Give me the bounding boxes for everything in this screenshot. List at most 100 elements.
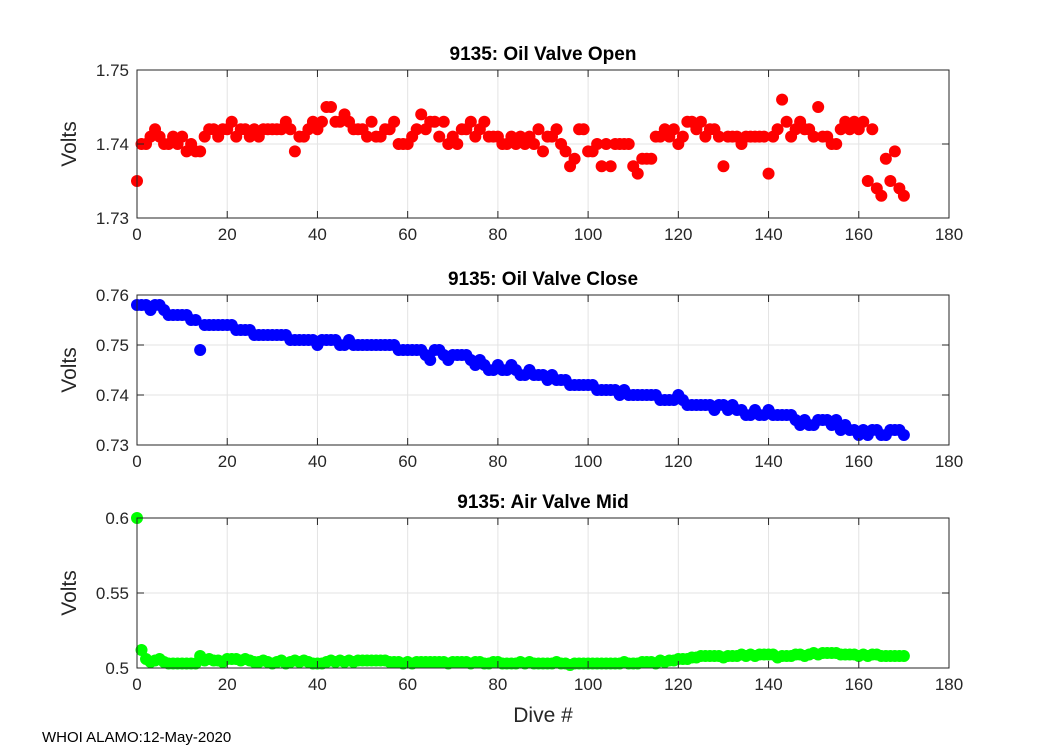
data-point (604, 160, 617, 173)
data-point (135, 644, 148, 656)
data-point (225, 115, 238, 128)
x-tick-label: 120 (664, 675, 692, 694)
x-tick-label: 0 (132, 452, 141, 471)
data-point (884, 175, 897, 187)
y-axis-label: Volts (58, 347, 81, 393)
data-point (361, 130, 374, 143)
data-point (875, 189, 888, 202)
data-series (131, 299, 910, 441)
data-point (667, 123, 680, 136)
data-point (410, 123, 423, 136)
data-point (897, 650, 910, 662)
x-tick-label: 60 (398, 225, 417, 244)
data-point (464, 115, 477, 128)
x-tick-label: 160 (845, 452, 873, 471)
y-axis-label: Volts (58, 121, 81, 167)
data-point (879, 152, 892, 165)
data-point (830, 138, 843, 150)
x-tick-label: 0 (132, 675, 141, 694)
data-point (861, 175, 874, 187)
data-point (194, 344, 207, 356)
data-point (888, 145, 901, 158)
data-point (176, 130, 189, 143)
x-tick-label: 40 (308, 452, 327, 471)
data-point (428, 115, 441, 128)
data-series (131, 512, 910, 671)
y-tick-label: 0.55 (96, 584, 129, 603)
data-point (288, 145, 301, 158)
data-point (315, 115, 328, 128)
x-tick-label: 40 (308, 225, 327, 244)
y-tick-label: 1.73 (96, 209, 129, 228)
axes-frame (136, 294, 950, 446)
data-point (676, 130, 689, 143)
data-point (595, 160, 608, 173)
data-point (532, 123, 545, 136)
x-tick-label: 180 (935, 452, 963, 471)
data-point (762, 167, 775, 180)
x-tick-label: 40 (308, 675, 327, 694)
data-point (478, 115, 491, 128)
x-tick-label: 60 (398, 452, 417, 471)
x-axis-label: Dive # (513, 704, 573, 727)
subplot-1: 0 20 40 60 80 100 120 140 160 180 1.73 1.74 1.75 9135… (58, 44, 963, 244)
data-point (568, 152, 581, 165)
data-point (717, 160, 730, 173)
data-point (645, 152, 658, 165)
data-series (131, 93, 910, 202)
data-point (194, 145, 207, 158)
subplot-3: 0 20 40 60 80 100 120 140 160 180 0.5 0.55 0.6 9135: … (58, 492, 963, 727)
y-tick-label: 0.75 (96, 336, 129, 355)
data-point (758, 130, 771, 143)
y-tick-label: 0.73 (96, 436, 129, 455)
y-axis-label: Volts (58, 570, 81, 616)
data-point (857, 115, 870, 128)
x-tick-label: 120 (664, 225, 692, 244)
data-point (415, 108, 428, 121)
footer-credit: WHOI ALAMO:12-May-2020 (42, 729, 231, 746)
data-point (600, 138, 613, 150)
data-point (424, 354, 437, 366)
data-point (780, 115, 793, 128)
x-tick-label: 180 (935, 675, 963, 694)
data-point (622, 138, 635, 150)
data-point (437, 115, 450, 128)
data-point (771, 123, 784, 136)
data-point (897, 189, 910, 202)
data-point (807, 130, 820, 143)
x-tick-label: 160 (845, 675, 873, 694)
x-tick-label: 100 (574, 452, 602, 471)
y-tick-label: 0.74 (96, 386, 129, 405)
subplot-2: 0 20 40 60 80 100 120 140 160 180 0.73 0.74 0.75 0.76… (58, 269, 963, 471)
data-point (324, 101, 337, 113)
data-point (284, 123, 297, 136)
x-tick-label: 20 (218, 452, 237, 471)
x-tick-label: 60 (398, 675, 417, 694)
y-tick-label: 0.76 (96, 286, 129, 305)
x-tick-label: 20 (218, 675, 237, 694)
y-tick-label: 0.5 (105, 659, 129, 678)
data-point (897, 429, 910, 441)
x-tick-label: 80 (488, 225, 507, 244)
data-point (776, 93, 789, 106)
data-point (812, 101, 825, 113)
x-tick-label: 20 (218, 225, 237, 244)
x-tick-label: 160 (845, 225, 873, 244)
data-point (830, 414, 843, 426)
x-tick-label: 180 (935, 225, 963, 244)
data-point (712, 130, 725, 143)
x-tick-label: 80 (488, 452, 507, 471)
chart-title: 9135: Oil Valve Open (450, 44, 637, 65)
data-point (537, 145, 549, 158)
data-point (577, 123, 590, 136)
y-tick-label: 1.74 (96, 135, 129, 154)
x-tick-label: 100 (574, 675, 602, 694)
x-tick-label: 120 (664, 452, 692, 471)
data-point (189, 314, 202, 326)
x-tick-label: 140 (754, 452, 782, 471)
data-point (550, 123, 563, 136)
data-point (365, 115, 378, 128)
data-point (866, 123, 879, 136)
data-point (591, 138, 604, 150)
